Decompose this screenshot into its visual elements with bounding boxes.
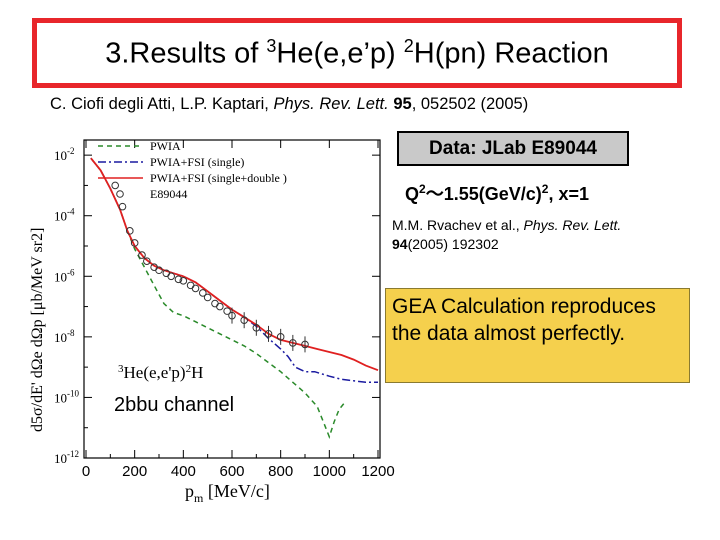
kinematics-label: Q2～1.55(GeV/c)2, x=1	[405, 180, 589, 206]
series-line-pwia-fsi-single-	[90, 157, 378, 384]
legend-marker	[116, 190, 124, 198]
data-point	[216, 302, 224, 311]
gea-note-box: GEA Calculation reproduces the data almo…	[385, 288, 690, 383]
ref2-rest: (2005) 192302	[407, 236, 499, 252]
x-value: , x=1	[548, 184, 589, 204]
slide-title: 3.Results of 3He(e,e’p) 2H(pn) Reaction	[105, 36, 609, 71]
data-point	[186, 281, 195, 290]
data-point	[138, 251, 146, 259]
title-mid: He(e,e’p)	[276, 37, 404, 70]
data-point	[252, 323, 261, 332]
q-value: ～1.55(GeV/c)	[425, 184, 542, 204]
data-point	[118, 202, 127, 211]
x-tick-label: 1200	[361, 463, 394, 480]
x-tick-label: 400	[171, 463, 196, 480]
channel-label: 2bbu channel	[114, 394, 234, 416]
data-point	[301, 340, 309, 349]
data-point	[143, 257, 151, 265]
reaction-label: 3He(e,e'p)2H	[118, 363, 203, 382]
y-tick-label: 10-12	[54, 449, 79, 466]
data-point	[126, 227, 134, 235]
x-axis-label: pm [MeV/c]	[185, 481, 270, 505]
y-tick-label: 10-8	[54, 328, 75, 345]
data-point	[174, 275, 183, 284]
y-tick-label: 10-6	[54, 267, 75, 284]
title-sup-3: 3	[266, 35, 277, 56]
data-point	[111, 181, 119, 190]
series-line-pwia	[90, 157, 345, 440]
series-line-pwia-fsi-single-double-	[90, 157, 379, 372]
x-tick-label: 200	[122, 463, 147, 480]
data-point	[264, 330, 273, 338]
x-tick-label: 1000	[313, 463, 346, 480]
ref2-journal: Phys. Rev. Lett.	[523, 217, 622, 233]
y-axis-label: d5σ/dE' dΩe dΩp [μb/MeV sr2]	[29, 228, 46, 432]
x-tick-label: 600	[219, 463, 244, 480]
data-point	[223, 307, 231, 315]
ref2-volume: 94	[392, 236, 408, 252]
data-point	[240, 316, 248, 325]
y-tick-label: 10-2	[54, 146, 75, 163]
data-source-box: Data: JLab E89044	[397, 131, 629, 166]
title-suffix: H(pn) Reaction	[413, 37, 609, 70]
legend-label: PWIA+FSI (single)	[150, 155, 244, 169]
legend-label: PWIA	[150, 139, 181, 153]
data-point	[179, 277, 188, 285]
q-sup: 2	[419, 182, 426, 196]
x-tick-label: 0	[82, 463, 90, 480]
ref2-authors: M.M. Rvachev et al.,	[392, 217, 524, 233]
citation-rest: , 052502 (2005)	[411, 95, 529, 113]
title-prefix: 3.Results of	[105, 37, 267, 70]
data-point	[199, 289, 207, 297]
legend-label: E89044	[150, 187, 187, 201]
citation-journal: Phys. Rev. Lett.	[273, 95, 389, 113]
data-point	[191, 284, 200, 293]
q-symbol: Q	[405, 184, 420, 204]
title-sup-2: 2	[403, 35, 414, 56]
x-tick-label: 800	[268, 463, 293, 480]
citation: C. Ciofi degli Atti, L.P. Kaptari, Phys.…	[50, 95, 528, 114]
citation-authors: C. Ciofi degli Atti, L.P. Kaptari,	[50, 95, 274, 113]
citation-volume: 95	[393, 95, 412, 113]
data-reference: M.M. Rvachev et al., Phys. Rev. Lett. 94(…	[392, 216, 621, 254]
data-point	[130, 239, 139, 247]
legend-label: PWIA+FSI (single+double )	[150, 171, 287, 185]
data-point	[276, 333, 285, 341]
data-point	[155, 266, 163, 275]
data-point	[203, 293, 212, 302]
title-box: 3.Results of 3He(e,e’p) 2H(pn) Reaction	[32, 18, 682, 88]
data-point	[289, 339, 297, 347]
y-tick-label: 10-4	[54, 207, 75, 224]
y-tick-label: 10-10	[54, 388, 79, 405]
data-point	[211, 299, 219, 308]
c-sup: 2	[541, 182, 549, 196]
data-point	[167, 272, 175, 281]
data-point	[228, 311, 236, 320]
